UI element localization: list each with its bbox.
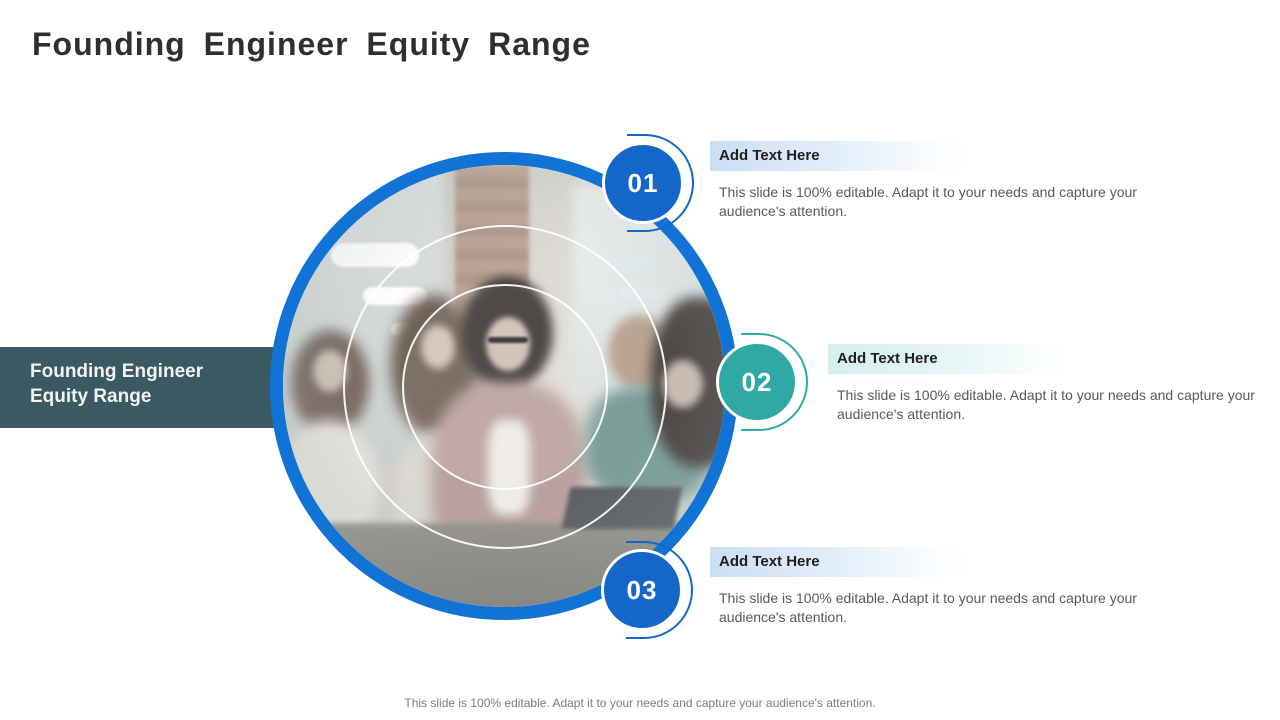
text-block-02: Add Text Here This slide is 100% editabl… [828,344,1268,434]
step-badge-01: 01 [602,142,684,224]
circular-photo-frame[interactable] [270,152,738,620]
team-photo [283,165,725,607]
badge-arc-02 [741,333,808,431]
step-number: 02 [741,366,773,397]
target-ring-outer [343,225,667,549]
text-block-heading[interactable]: Add Text Here [710,141,968,171]
badge-arc-03 [626,541,693,639]
text-block-body[interactable]: This slide is 100% editable. Adapt it to… [837,387,1255,422]
text-block-heading[interactable]: Add Text Here [828,344,1082,374]
text-block-body[interactable]: This slide is 100% editable. Adapt it to… [719,590,1137,625]
side-label-box[interactable]: Founding Engineer Equity Range [0,347,292,428]
text-block-03: Add Text Here This slide is 100% editabl… [710,547,1190,637]
text-block-01: Add Text Here This slide is 100% editabl… [710,141,1190,231]
photo-person-face [313,350,347,392]
page-title[interactable]: Founding Engineer Equity Range [32,26,591,62]
step-number: 01 [627,167,659,198]
target-ring-inner [402,284,608,490]
step-badge-02: 02 [716,341,798,423]
text-block-heading[interactable]: Add Text Here [710,547,968,577]
step-number: 03 [626,574,658,605]
footer-note: This slide is 100% editable. Adapt it to… [404,696,876,710]
badge-arc-01 [627,134,694,232]
step-badge-03: 03 [601,549,683,631]
text-block-body[interactable]: This slide is 100% editable. Adapt it to… [719,184,1137,219]
photo-foreground-woman-face [663,360,703,408]
side-label-text: Founding Engineer Equity Range [30,361,204,407]
